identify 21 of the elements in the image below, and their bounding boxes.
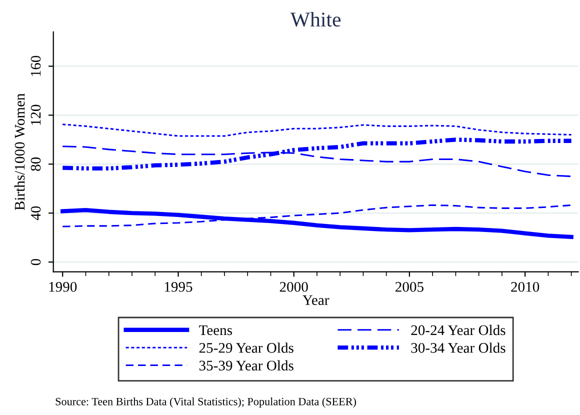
legend-label: 20-24 Year Olds xyxy=(411,324,506,336)
line-series xyxy=(60,208,574,240)
y-tick-label: 0 xyxy=(30,258,41,266)
legend-label: 30-34 Year Olds xyxy=(411,342,506,353)
line-series xyxy=(62,124,572,137)
x-tick-label: 1990 xyxy=(49,282,77,292)
legend-label: Teens xyxy=(199,325,232,336)
source-note: Source: Teen Births Data (Vital Statistics); Population Data (SEER) xyxy=(56,398,356,408)
x-tick-label: 2010 xyxy=(511,282,540,292)
y-tick-label: 80 xyxy=(30,157,41,171)
x-tick-label: 2005 xyxy=(396,282,424,292)
x-axis-title: Year xyxy=(302,295,330,306)
x-tick-label: 1995 xyxy=(164,282,192,292)
y-tick-label: 160 xyxy=(30,56,41,76)
y-tick-label: 120 xyxy=(30,104,41,125)
y-axis-title: Births/1000 Women xyxy=(14,93,25,210)
x-tick-label: 2000 xyxy=(280,282,308,292)
legend-label: 25-29 Year Olds xyxy=(199,342,294,353)
legend-label: 35-39 Year Olds xyxy=(199,360,294,371)
chart-title: White xyxy=(290,12,341,27)
y-tick-label: 40 xyxy=(30,206,41,220)
